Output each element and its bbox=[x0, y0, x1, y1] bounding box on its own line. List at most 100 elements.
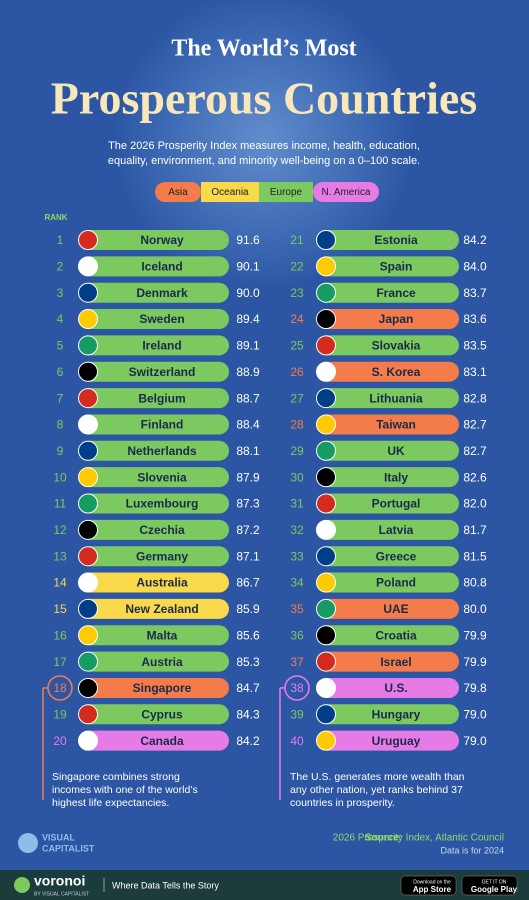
rank: 38 bbox=[290, 681, 304, 695]
country-bar bbox=[317, 651, 459, 672]
country-bar bbox=[317, 256, 459, 277]
country-bar bbox=[79, 704, 229, 725]
flag bbox=[316, 256, 336, 277]
app-store-button[interactable] bbox=[400, 875, 457, 896]
country: Hungary bbox=[372, 707, 421, 721]
country: Norway bbox=[140, 233, 184, 247]
country-bar bbox=[79, 651, 229, 672]
country: Czechia bbox=[139, 523, 185, 537]
flag bbox=[316, 651, 336, 672]
country: Croatia bbox=[375, 628, 417, 642]
rank: 31 bbox=[290, 497, 304, 511]
country-bar bbox=[317, 335, 459, 356]
flag bbox=[316, 414, 336, 435]
country: Spain bbox=[380, 260, 413, 274]
legend-label: N. America bbox=[322, 187, 371, 198]
country: Malta bbox=[147, 628, 178, 642]
subtitle: The 2026 Prosperity Index measures incom… bbox=[108, 140, 420, 152]
country: Singapore bbox=[133, 681, 192, 695]
rank: 11 bbox=[54, 497, 67, 511]
footer-logo-sub: BY VISUAL CAPITALIST bbox=[34, 891, 89, 897]
country-bar bbox=[317, 704, 459, 725]
footer-logo: voronoi bbox=[34, 873, 85, 889]
country: Lithuania bbox=[369, 391, 423, 405]
flag bbox=[78, 335, 98, 356]
country-bar bbox=[317, 572, 459, 593]
country: S. Korea bbox=[372, 365, 421, 379]
rank: 35 bbox=[290, 602, 304, 616]
country-bar bbox=[317, 493, 459, 514]
flag bbox=[316, 309, 336, 330]
rank: 3 bbox=[57, 286, 64, 300]
flag bbox=[316, 361, 336, 382]
annotation: any other nation, yet ranks behind 37 bbox=[290, 784, 463, 796]
source-text: 2026 Prosperity Index, Atlantic Council bbox=[333, 833, 504, 844]
flag bbox=[78, 361, 98, 382]
rank: 23 bbox=[290, 286, 304, 300]
flag bbox=[316, 704, 336, 725]
country-bar bbox=[79, 467, 229, 488]
rank: 10 bbox=[53, 470, 67, 484]
score: 82.0 bbox=[463, 497, 487, 511]
country: Germany bbox=[136, 549, 188, 563]
annotation: countries in prosperity. bbox=[290, 797, 395, 809]
globe bbox=[114, 0, 414, 290]
rank: 14 bbox=[53, 576, 67, 590]
flag bbox=[78, 651, 98, 672]
country-bar bbox=[317, 414, 459, 435]
flag bbox=[316, 598, 336, 619]
country-bar bbox=[317, 361, 459, 382]
google-play-button[interactable] bbox=[461, 875, 518, 896]
flag bbox=[316, 335, 336, 356]
country-bar bbox=[79, 730, 229, 751]
score: 88.1 bbox=[236, 444, 260, 458]
flag bbox=[316, 467, 336, 488]
country: Canada bbox=[140, 734, 184, 748]
rank: 17 bbox=[53, 655, 67, 669]
brand: VISUAL CAPITALIST bbox=[18, 832, 95, 853]
country: Belgium bbox=[138, 391, 185, 405]
country: Latvia bbox=[379, 523, 414, 537]
country-bar bbox=[79, 519, 229, 540]
rank: 2 bbox=[57, 260, 64, 274]
country-bar bbox=[79, 625, 229, 646]
flag bbox=[78, 230, 98, 250]
country: Greece bbox=[376, 549, 417, 563]
score: 81.7 bbox=[463, 523, 487, 537]
legend-label: Asia bbox=[168, 187, 188, 198]
country: Finland bbox=[141, 418, 184, 432]
country: Slovakia bbox=[372, 339, 421, 353]
country: Denmark bbox=[136, 286, 188, 300]
country-bar bbox=[79, 282, 229, 303]
score: 86.7 bbox=[236, 576, 260, 590]
rank: 28 bbox=[290, 418, 304, 432]
score: 84.3 bbox=[236, 707, 260, 721]
flag bbox=[78, 572, 98, 593]
score: 87.9 bbox=[236, 470, 260, 484]
country-bar bbox=[79, 388, 229, 409]
score: 87.1 bbox=[236, 549, 260, 563]
flag bbox=[78, 704, 98, 725]
country-bar bbox=[317, 598, 459, 619]
rank: 19 bbox=[53, 707, 67, 721]
country: Poland bbox=[376, 576, 416, 590]
legend-swatch bbox=[155, 182, 201, 202]
country-bar bbox=[79, 677, 229, 698]
score: 90.0 bbox=[236, 286, 260, 300]
score: 85.6 bbox=[236, 628, 260, 642]
score: 85.3 bbox=[236, 655, 260, 669]
brand-line: VISUAL bbox=[42, 832, 76, 842]
country: Portugal bbox=[372, 497, 421, 511]
score: 85.9 bbox=[236, 602, 260, 616]
google-play-small: GET IT ON bbox=[482, 879, 507, 885]
flag bbox=[316, 572, 336, 593]
flag bbox=[78, 598, 98, 619]
score: 89.1 bbox=[236, 339, 260, 353]
country: Uruguay bbox=[372, 734, 421, 748]
score: 91.6 bbox=[236, 233, 260, 247]
country-bar bbox=[317, 388, 459, 409]
country: Cyprus bbox=[141, 707, 183, 721]
country-bar bbox=[79, 546, 229, 567]
country-bar bbox=[79, 256, 229, 277]
